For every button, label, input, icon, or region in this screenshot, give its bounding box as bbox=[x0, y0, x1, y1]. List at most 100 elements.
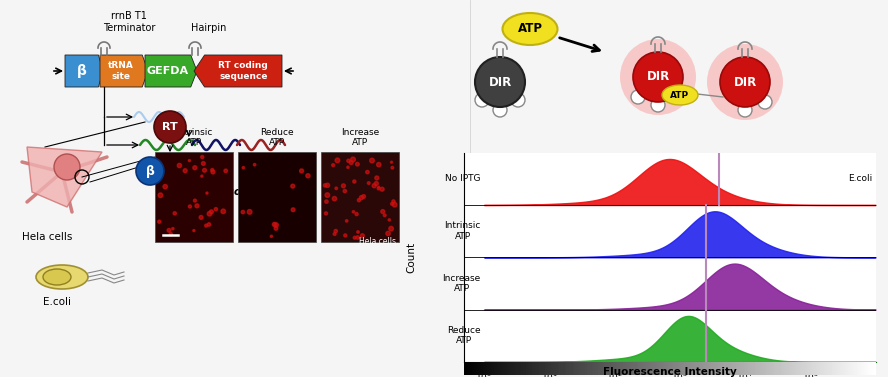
Point bbox=[182, 158, 196, 164]
Point bbox=[385, 201, 399, 207]
Point bbox=[337, 188, 352, 194]
Point bbox=[196, 161, 210, 167]
Point bbox=[321, 182, 335, 188]
Point bbox=[236, 165, 250, 171]
Point bbox=[248, 162, 262, 168]
Text: Intrinsic
ATP: Intrinsic ATP bbox=[444, 221, 480, 241]
Point bbox=[188, 198, 202, 204]
Point bbox=[347, 178, 361, 184]
Text: Count: Count bbox=[406, 242, 416, 273]
Point bbox=[152, 219, 166, 225]
Polygon shape bbox=[65, 55, 103, 87]
Point bbox=[172, 162, 186, 169]
Text: Reduce
ATP: Reduce ATP bbox=[448, 326, 480, 345]
Point bbox=[347, 235, 361, 241]
Circle shape bbox=[651, 98, 665, 112]
Point bbox=[265, 233, 279, 239]
Point bbox=[357, 193, 371, 199]
Text: rrnB T1
Terminator: rrnB T1 Terminator bbox=[103, 11, 155, 33]
Text: tRNA
site: tRNA site bbox=[108, 61, 134, 81]
Text: GEFDA Sensor: GEFDA Sensor bbox=[163, 187, 247, 197]
Point bbox=[236, 209, 250, 215]
Text: Hela cells: Hela cells bbox=[359, 237, 396, 246]
Text: Intrinsic
ATP: Intrinsic ATP bbox=[176, 127, 212, 147]
Text: DIR: DIR bbox=[733, 75, 757, 89]
Point bbox=[367, 183, 381, 189]
Text: DIR: DIR bbox=[488, 75, 511, 89]
Point bbox=[381, 230, 395, 236]
Polygon shape bbox=[145, 55, 197, 87]
Bar bbox=[155, 152, 233, 242]
Point bbox=[205, 167, 219, 173]
Point bbox=[387, 202, 401, 208]
Point bbox=[377, 212, 392, 218]
Point bbox=[286, 207, 300, 213]
Text: Increase
ATP: Increase ATP bbox=[442, 274, 480, 293]
Point bbox=[371, 184, 385, 190]
Point bbox=[351, 161, 365, 167]
Point bbox=[351, 229, 365, 235]
Circle shape bbox=[707, 44, 783, 120]
Point bbox=[352, 197, 366, 203]
Ellipse shape bbox=[503, 13, 558, 45]
Point bbox=[338, 233, 353, 239]
Point bbox=[194, 173, 209, 179]
Point bbox=[369, 175, 384, 181]
Point bbox=[371, 185, 385, 192]
Circle shape bbox=[633, 52, 683, 102]
Point bbox=[328, 196, 342, 202]
Point bbox=[199, 222, 213, 228]
Point bbox=[319, 210, 333, 216]
Point bbox=[328, 231, 342, 237]
Text: DIR: DIR bbox=[646, 70, 670, 83]
Point bbox=[330, 157, 345, 163]
Point bbox=[183, 204, 197, 210]
Point bbox=[339, 218, 353, 224]
Point bbox=[218, 168, 233, 174]
Circle shape bbox=[475, 93, 489, 107]
Circle shape bbox=[758, 95, 772, 109]
Point bbox=[286, 183, 300, 189]
Point bbox=[385, 165, 400, 171]
Circle shape bbox=[475, 57, 525, 107]
Point bbox=[166, 226, 180, 232]
Point bbox=[200, 190, 214, 196]
Point bbox=[162, 227, 176, 233]
Point bbox=[326, 162, 340, 168]
Point bbox=[386, 198, 400, 204]
Point bbox=[361, 180, 376, 186]
Point bbox=[341, 158, 355, 164]
Point bbox=[216, 208, 230, 214]
Bar bbox=[238, 152, 316, 242]
Point bbox=[163, 231, 178, 237]
Text: Fluorescence Intensity: Fluorescence Intensity bbox=[603, 367, 737, 377]
Text: β: β bbox=[76, 64, 87, 78]
Point bbox=[197, 167, 211, 173]
Circle shape bbox=[154, 111, 186, 143]
Bar bbox=[321, 152, 399, 242]
Point bbox=[204, 209, 218, 215]
Point bbox=[375, 186, 389, 192]
Point bbox=[206, 169, 220, 175]
Point bbox=[329, 185, 344, 192]
Point bbox=[346, 209, 361, 215]
Point bbox=[321, 192, 335, 198]
Text: β: β bbox=[146, 164, 155, 178]
Ellipse shape bbox=[662, 85, 698, 105]
Polygon shape bbox=[194, 55, 282, 87]
Text: Hela cells: Hela cells bbox=[22, 232, 72, 242]
Point bbox=[195, 154, 210, 160]
Point bbox=[369, 181, 384, 187]
Ellipse shape bbox=[43, 269, 71, 285]
Point bbox=[267, 221, 281, 227]
Point bbox=[295, 168, 309, 174]
Point bbox=[269, 222, 283, 228]
Circle shape bbox=[54, 154, 80, 180]
Circle shape bbox=[136, 157, 164, 185]
Point bbox=[168, 210, 182, 216]
Text: Hairpin: Hairpin bbox=[191, 23, 226, 33]
Text: Reduce
ATP: Reduce ATP bbox=[260, 127, 294, 147]
Point bbox=[242, 209, 257, 215]
Text: E.coli: E.coli bbox=[43, 297, 71, 307]
Circle shape bbox=[511, 93, 525, 107]
